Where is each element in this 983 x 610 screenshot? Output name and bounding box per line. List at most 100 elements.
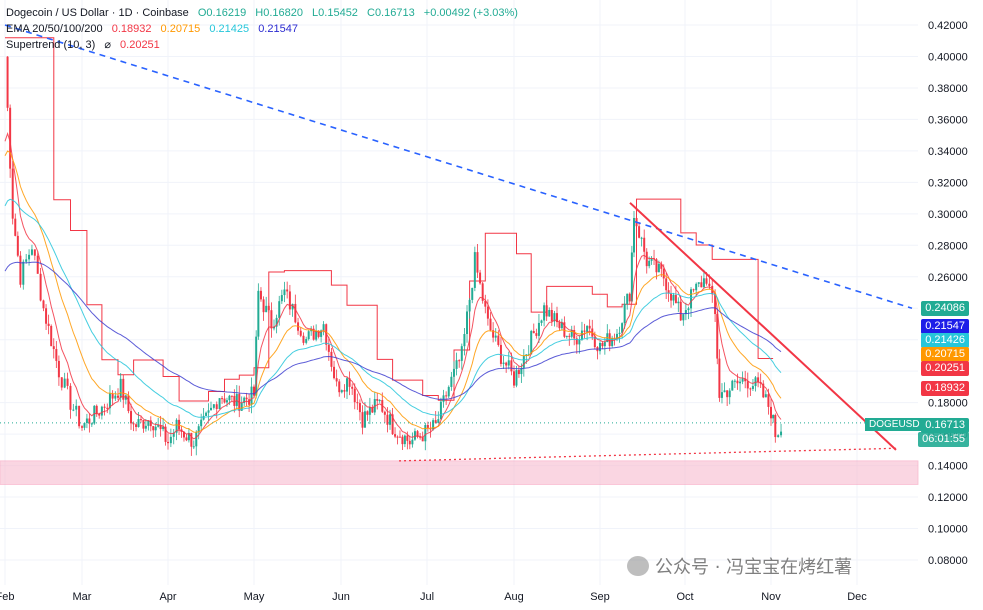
candle-body [548,309,551,317]
ema-label: EMA 20/50/100/200 [6,23,103,35]
candle-body [640,237,643,239]
candle-body [144,425,147,429]
legend-row-supertrend[interactable]: Supertrend (10, 3) ⌀ 0.20251 [6,37,518,53]
candle-body [250,386,253,405]
open-value: O0.16219 [197,7,247,19]
countdown-pill: 06:01:55 [918,432,969,447]
candle-body [106,407,109,409]
time-tick-label: May [244,591,265,603]
pill-5: 0.18932 [921,381,969,396]
legend-row-symbol: Dogecoin / US Dollar · 1D · Coinbase O0.… [6,5,518,21]
candle-body [159,425,162,430]
candle-body [570,330,573,337]
candle-body [338,381,341,393]
candle-body [16,235,19,256]
candle-body [72,409,75,411]
candle-body [762,383,765,398]
candle-body [366,411,369,415]
candle-body [471,287,474,300]
candle-body [603,342,606,347]
candle-body [83,423,86,428]
candle-body [317,330,320,337]
candle-body [335,378,338,382]
candle-body [218,398,221,410]
candle-body [135,424,138,427]
candle-body [127,395,130,412]
candle-body [363,411,366,428]
candle-body [746,381,749,389]
candle-body [245,397,248,400]
candle-body [650,258,653,261]
candle-body [573,330,576,339]
supertrend-line [5,37,774,402]
candle-body [142,419,145,429]
candle-body [593,336,596,348]
candle-body [383,411,386,415]
candle-body [288,291,291,310]
candle-body [154,426,157,431]
candle-body [371,407,374,413]
price-tick-label: 0.14000 [928,461,968,473]
candle-body [458,360,461,362]
candle-body [667,290,670,294]
symbol-title[interactable]: Dogecoin / US Dollar · 1D · Coinbase [6,7,189,19]
candle-body [283,289,286,296]
candle-body [257,290,260,337]
candle-body [346,378,349,392]
candle-body [90,423,93,425]
candle-body [764,394,767,398]
candle-body [657,263,660,273]
candle-body [476,252,479,273]
candle-body [333,366,336,379]
candle-body [486,306,489,319]
candle-body [466,311,469,335]
candle-body [398,436,401,438]
candle-body [47,323,50,326]
candle-body [770,406,772,419]
candle-body [130,411,133,424]
candle-body [522,356,525,368]
ema50-value: 0.20715 [160,23,201,35]
candle-body [192,446,195,448]
candle-body [361,412,364,428]
candle-body [515,370,518,386]
candle-body [190,432,193,447]
candle-body [30,249,33,255]
candle-body [376,399,379,401]
candle-body [75,405,78,410]
candle-body [255,336,258,396]
candle-body [85,418,88,424]
candle-body [408,440,411,445]
candle-body [565,335,568,337]
candle-body [348,378,351,387]
price-tick-label: 0.36000 [928,114,968,126]
candle-body [108,393,111,409]
candle-body [684,310,687,315]
last-price-pill: 0.16713 [921,418,969,433]
candle-body [621,323,624,333]
candle-body [81,426,83,428]
candle-body [492,330,495,338]
candle-body [558,322,561,329]
candle-body [164,426,167,442]
legend-row-ema[interactable]: EMA 20/50/100/200 0.18932 0.20715 0.2142… [6,21,518,37]
price-axis: 0.42000 0.40000 0.38000 0.36000 0.34000 0.320… [928,20,968,567]
candle-body [286,289,289,292]
candle-body [513,371,515,386]
watermark-text: 公众号 · 冯宝宝在烤红薯 [655,557,853,578]
candle-body [532,331,535,334]
candle-body [25,259,28,262]
supertrend-fill [5,37,774,402]
candle-body [643,237,646,252]
candle-body [406,435,409,441]
candle-body [19,255,22,285]
price-tick-label: 0.12000 [928,492,968,504]
price-tick-label: 0.32000 [928,177,968,189]
candle-body [132,423,135,425]
candle-body [200,419,203,427]
candle-body [223,398,226,403]
ema50-line [4,150,782,433]
candle-body [468,299,471,312]
